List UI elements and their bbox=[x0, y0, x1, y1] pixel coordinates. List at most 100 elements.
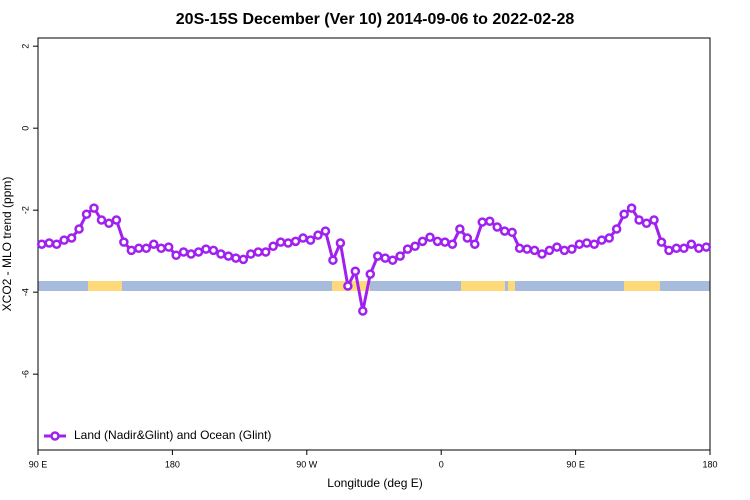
point bbox=[268, 241, 278, 252]
point bbox=[417, 236, 428, 247]
point bbox=[402, 244, 413, 254]
point bbox=[290, 236, 301, 247]
point bbox=[522, 244, 532, 254]
y-tick-label: 0 bbox=[20, 126, 30, 131]
point bbox=[59, 235, 69, 245]
point bbox=[238, 254, 249, 265]
point bbox=[320, 226, 331, 236]
point bbox=[634, 215, 644, 225]
ocean-band bbox=[38, 281, 710, 291]
point bbox=[656, 237, 667, 247]
point bbox=[582, 238, 592, 248]
y-tick-label: -2 bbox=[20, 206, 30, 214]
point bbox=[544, 245, 555, 256]
point bbox=[529, 245, 540, 256]
point bbox=[148, 239, 159, 249]
point bbox=[111, 215, 122, 225]
land-segment bbox=[508, 281, 515, 291]
point bbox=[664, 245, 674, 256]
x-tick-label: 90 E bbox=[29, 459, 48, 469]
point bbox=[552, 242, 562, 252]
point bbox=[499, 226, 510, 236]
point bbox=[537, 249, 547, 259]
point bbox=[328, 255, 338, 265]
point bbox=[514, 243, 525, 254]
point bbox=[126, 245, 137, 256]
point bbox=[462, 233, 473, 243]
point bbox=[216, 249, 226, 259]
point bbox=[305, 235, 316, 245]
point bbox=[141, 243, 152, 254]
point bbox=[343, 281, 353, 291]
point bbox=[208, 245, 219, 256]
point bbox=[171, 250, 181, 261]
point bbox=[66, 233, 77, 243]
point bbox=[484, 216, 495, 226]
point bbox=[163, 242, 174, 252]
land-segment bbox=[461, 281, 505, 291]
series-line bbox=[41, 205, 707, 312]
point bbox=[596, 235, 607, 245]
point bbox=[231, 253, 241, 263]
legend-marker bbox=[50, 431, 60, 441]
point bbox=[335, 238, 346, 248]
point bbox=[275, 237, 286, 247]
point bbox=[559, 245, 570, 256]
point bbox=[104, 218, 114, 229]
point bbox=[432, 236, 443, 247]
x-tick-label: 0 bbox=[439, 459, 444, 469]
x-tick-label: 90 E bbox=[566, 459, 585, 469]
point bbox=[492, 222, 502, 232]
point bbox=[178, 247, 189, 257]
point bbox=[298, 233, 308, 243]
y-axis-label: XCO2 - MLO trend (ppm) bbox=[0, 177, 14, 312]
point bbox=[604, 233, 614, 243]
x-tick-label: 180 bbox=[165, 459, 180, 469]
point bbox=[410, 241, 420, 252]
point bbox=[156, 243, 166, 254]
point bbox=[507, 227, 517, 238]
point bbox=[246, 249, 256, 259]
point bbox=[574, 239, 585, 249]
x-tick-label: 90 W bbox=[296, 459, 318, 469]
point bbox=[193, 247, 204, 257]
point bbox=[641, 218, 652, 229]
point bbox=[380, 253, 390, 263]
land-segment bbox=[88, 281, 122, 291]
point bbox=[455, 224, 465, 234]
point bbox=[447, 239, 458, 249]
y-tick-label: -4 bbox=[20, 288, 30, 296]
point bbox=[81, 209, 92, 220]
y-tick-label: 2 bbox=[20, 44, 30, 49]
point bbox=[679, 243, 689, 254]
surface-band bbox=[38, 281, 710, 291]
point bbox=[626, 203, 637, 213]
point bbox=[619, 209, 629, 220]
point bbox=[425, 232, 435, 242]
point bbox=[365, 269, 376, 279]
point bbox=[649, 215, 659, 225]
point bbox=[671, 243, 682, 254]
point bbox=[694, 243, 704, 254]
point bbox=[701, 242, 712, 252]
legend-label: Land (Nadir&Glint) and Ocean (Glint) bbox=[74, 428, 271, 442]
point bbox=[201, 244, 211, 254]
x-axis-label: Longitude (deg E) bbox=[327, 476, 422, 490]
chart-title: 20S-15S December (Ver 10) 2014-09-06 to … bbox=[176, 11, 575, 28]
point bbox=[358, 306, 368, 316]
point bbox=[395, 251, 405, 261]
point bbox=[44, 238, 54, 248]
point bbox=[96, 215, 107, 225]
point bbox=[372, 251, 383, 261]
point bbox=[611, 224, 622, 234]
point bbox=[470, 239, 480, 249]
x-tick-label: 180 bbox=[702, 459, 717, 469]
point bbox=[387, 255, 398, 265]
point bbox=[89, 203, 99, 213]
point bbox=[36, 239, 47, 249]
point bbox=[223, 251, 234, 261]
point bbox=[134, 243, 144, 254]
point bbox=[350, 266, 361, 277]
point bbox=[253, 247, 264, 257]
